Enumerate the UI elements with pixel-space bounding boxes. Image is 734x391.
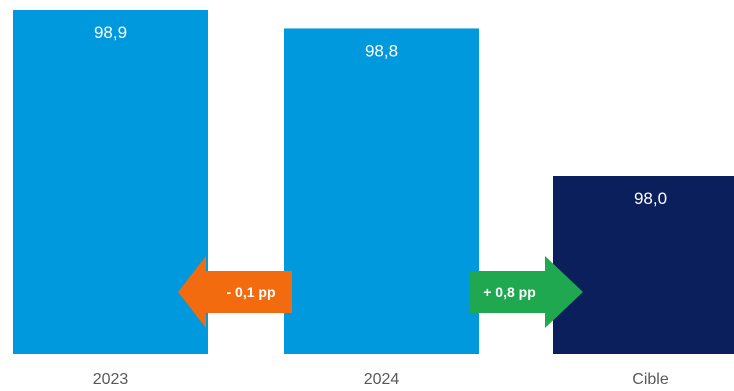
value-label-2024: 98,8 (365, 41, 398, 60)
value-label-2023: 98,9 (94, 23, 127, 42)
x-tick-label-cible: Cible (632, 371, 669, 388)
increase-arrow-label: + 0,8 pp (483, 284, 536, 300)
bar-2024 (284, 28, 479, 354)
bars (13, 10, 734, 354)
bar-2023 (13, 10, 208, 354)
x-tick-label-2024: 2024 (364, 371, 400, 388)
value-label-cible: 98,0 (634, 189, 667, 208)
decrease-arrow-label: - 0,1 pp (226, 284, 275, 300)
x-tick-label-2023: 2023 (93, 371, 129, 388)
